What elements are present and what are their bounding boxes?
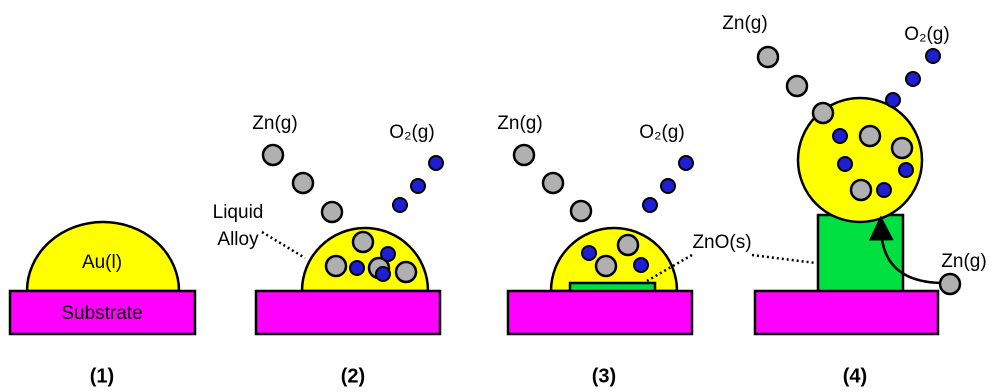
o2-molecule [679,156,693,170]
zn-atom [851,180,871,200]
o2-molecule [661,179,675,193]
o2-molecule [411,179,425,193]
o2-molecule [838,157,852,171]
o2-molecule [643,198,657,212]
zn-atom [860,126,880,146]
alloy-label: Liquid [213,202,264,223]
zn-atom [758,47,778,67]
zn-atom [543,173,563,193]
zn-atom [813,103,833,123]
o2-molecule [634,258,648,272]
o2-molecule [350,261,364,275]
step-label: (1) [90,365,114,387]
step-label: (4) [843,365,867,387]
diagram: Au(l) Substrate (1) Zn(g) O₂(g) Liquid A… [0,0,997,392]
substrate [508,291,692,334]
zn-atom [326,256,346,276]
zn-label: Zn(g) [252,113,297,134]
o2-molecule [376,267,390,281]
leader-line [752,255,816,263]
zn-atom [618,235,638,255]
zn-atom [322,202,342,222]
o2-molecule [899,163,913,177]
o2-molecule [381,247,395,261]
droplet-label: Au(l) [82,252,122,273]
substrate [256,291,440,334]
zn-label: Zn(g) [941,251,986,272]
o2-molecule [429,156,443,170]
o2-label: O₂(g) [904,24,949,45]
zn-atom [353,232,373,252]
o2-molecule [393,198,407,212]
o2-molecule [833,129,847,143]
zno-label: ZnO(s) [692,232,751,253]
o2-label: O₂(g) [639,122,684,143]
zn-atom [263,145,283,165]
zn-atom [396,262,416,282]
step-label: (2) [341,365,365,387]
zn-atom [892,138,912,158]
zn-atom [514,145,534,165]
substrate [755,291,938,334]
zn-label: Zn(g) [722,13,767,34]
step-label: (3) [592,365,616,387]
zn-label: Zn(g) [497,113,542,134]
leader-line [262,232,305,258]
o2-molecule [582,246,596,260]
o2-molecule [926,49,940,63]
zn-atom [940,274,960,294]
zn-atom [787,76,807,96]
substrate-label: Substrate [61,303,142,324]
zn-atom [571,201,591,221]
o2-molecule [877,183,891,197]
zno-nanowire [818,215,903,292]
alloy-label: Alloy [217,229,259,250]
o2-molecule [906,72,920,86]
zn-atom [596,256,616,276]
o2-molecule [886,93,900,107]
zn-atom [293,173,313,193]
o2-label: O₂(g) [389,122,434,143]
